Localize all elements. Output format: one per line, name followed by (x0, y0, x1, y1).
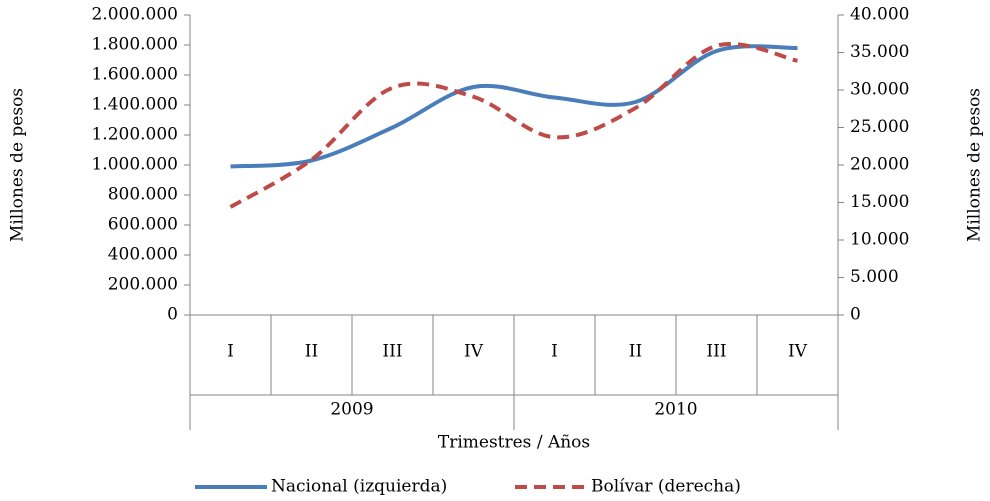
x-tick-label: II (629, 342, 642, 362)
y-tick-label: 1.200.000 (91, 125, 178, 145)
y-tick-label: 1.400.000 (91, 95, 178, 115)
legend-label: Nacional (izquierda) (271, 477, 447, 497)
y2-tick-label: 20.000 (850, 155, 909, 175)
x-tick-label: I (551, 342, 558, 362)
x-axis-title: Trimestres / Años (438, 433, 590, 453)
y2-tick-label: 5.000 (850, 267, 899, 287)
series-line (230, 44, 798, 169)
y2-tick-label: 15.000 (850, 192, 909, 212)
y2-tick-label: 0 (850, 305, 861, 325)
y-tick-label: 600.000 (108, 215, 178, 235)
x-tick-label: II (305, 342, 318, 362)
y-tick-label: 2.000.000 (91, 5, 178, 25)
y-tick-label: 200.000 (108, 275, 178, 295)
x-tick-label: I (227, 342, 234, 362)
x-tick-label: III (706, 342, 726, 362)
y-tick-label: 400.000 (108, 245, 178, 265)
legend-label: Bolívar (derecha) (591, 477, 741, 497)
y2-tick-label: 10.000 (850, 230, 909, 250)
y-tick-label: 800.000 (108, 185, 178, 205)
y-tick-label: 1.800.000 (91, 35, 178, 55)
y2-tick-label: 40.000 (850, 5, 909, 25)
x-tick-label: IV (788, 342, 808, 362)
y2-tick-label: 35.000 (850, 42, 909, 62)
y-tick-label: 1.000.000 (91, 155, 178, 175)
x-group-label: 2009 (330, 400, 373, 420)
series-line (229, 42, 798, 209)
x-tick-label: III (382, 342, 402, 362)
y2-tick-label: 25.000 (850, 117, 909, 137)
x-group-label: 2010 (654, 400, 697, 420)
y2-tick-label: 30.000 (850, 80, 909, 100)
y-axis-title: Millones de pesos (8, 88, 28, 242)
y-tick-label: 0 (167, 305, 178, 325)
x-tick-label: IV (464, 342, 484, 362)
y2-axis-title: Millones de pesos (965, 88, 985, 242)
y-tick-label: 1.600.000 (91, 65, 178, 85)
